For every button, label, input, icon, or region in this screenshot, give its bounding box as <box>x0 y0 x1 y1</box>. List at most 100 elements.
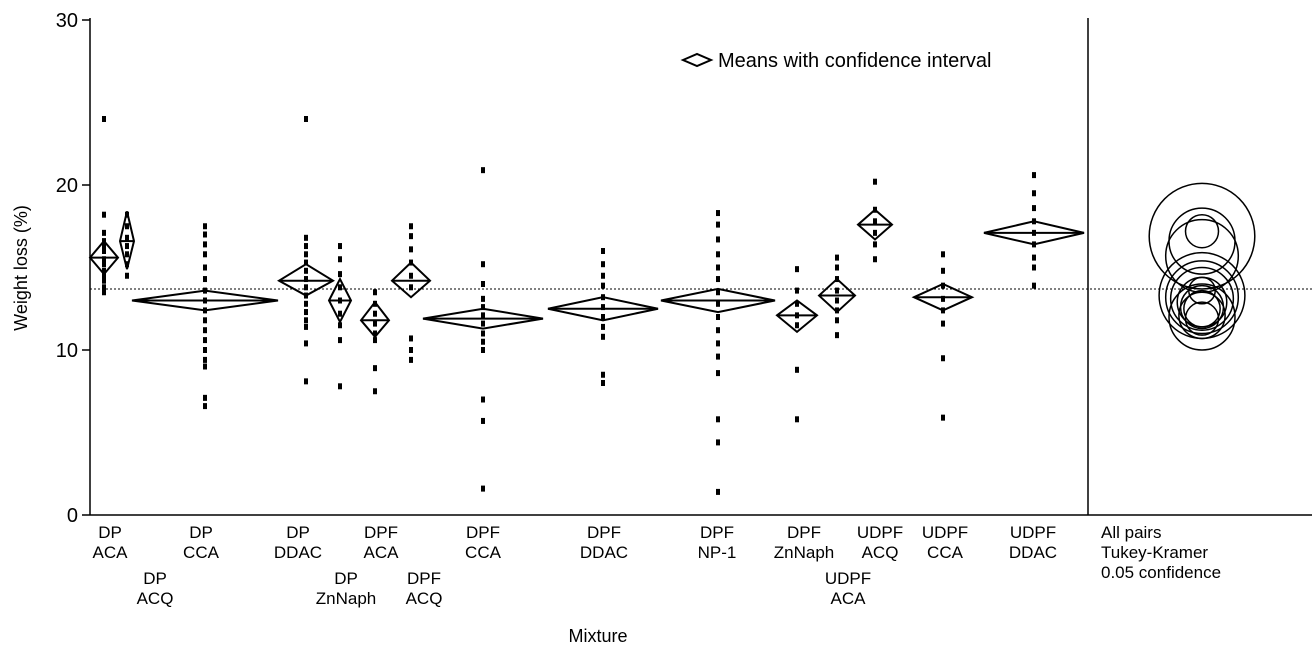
data-point <box>716 251 720 258</box>
group-dp-cca <box>131 223 279 410</box>
x-tick-label: DPF <box>407 569 441 588</box>
data-point <box>835 332 839 339</box>
data-point <box>716 221 720 228</box>
data-point <box>601 282 605 289</box>
data-point <box>481 312 485 319</box>
y-tick-label: 20 <box>56 175 78 197</box>
data-point <box>409 284 413 291</box>
y-tick-label: 30 <box>56 10 78 32</box>
x-tick-label: DPF <box>466 523 500 542</box>
group-dpf-np-1 <box>660 210 776 495</box>
data-point <box>1032 190 1036 197</box>
data-point <box>601 323 605 330</box>
data-point <box>716 439 720 446</box>
x-tick-label: CCA <box>465 543 502 562</box>
data-point <box>409 356 413 363</box>
data-point <box>373 320 377 327</box>
data-point <box>338 310 342 317</box>
x-tick-label: UDPF <box>825 569 871 588</box>
comparison-circle <box>1164 260 1240 335</box>
data-point <box>125 272 129 279</box>
data-point <box>409 246 413 253</box>
data-point <box>1032 172 1036 179</box>
data-point <box>795 416 799 423</box>
data-point <box>373 337 377 344</box>
data-point <box>102 256 106 263</box>
x-tick-label: DPF <box>364 523 398 542</box>
data-point <box>304 340 308 347</box>
data-point <box>716 416 720 423</box>
data-point <box>373 330 377 337</box>
x-tick-label: ZnNaph <box>774 543 834 562</box>
x-axis-label: Mixture <box>568 626 627 646</box>
data-point <box>409 272 413 279</box>
y-tick-label: 0 <box>67 505 78 527</box>
x-tick-label: DDAC <box>580 543 628 562</box>
data-point <box>716 340 720 347</box>
x-tick-label: DDAC <box>1009 543 1057 562</box>
data-point <box>304 267 308 274</box>
group-udpf-acq <box>856 178 894 263</box>
data-point <box>481 396 485 403</box>
data-point <box>716 314 720 320</box>
data-point <box>125 251 129 258</box>
group-dpf-acq <box>390 223 432 363</box>
data-point <box>203 356 207 363</box>
x-tick-label: UDPF <box>1010 523 1056 542</box>
data-point <box>941 414 945 421</box>
data-point <box>409 335 413 342</box>
x-tick-label: ACA <box>93 543 129 562</box>
x-tick-label: DPF <box>787 523 821 542</box>
data-point <box>125 234 129 241</box>
x-tick-label: ACA <box>831 589 867 608</box>
data-point <box>338 243 342 250</box>
x-tick-label: DP <box>286 523 310 542</box>
data-point <box>203 394 207 401</box>
data-point <box>102 289 106 296</box>
data-point <box>102 267 106 274</box>
data-point <box>338 256 342 263</box>
data-point <box>716 236 720 243</box>
data-point <box>304 300 308 307</box>
data-point <box>601 248 605 254</box>
x-tick-label: DP <box>143 569 167 588</box>
data-point <box>304 323 308 330</box>
data-point <box>716 300 720 307</box>
comparison-circle <box>1148 182 1256 290</box>
data-point <box>102 211 106 218</box>
data-point <box>601 261 605 268</box>
data-point <box>835 297 839 304</box>
y-ticks: 0 10 20 30 <box>56 10 90 527</box>
data-point <box>941 320 945 327</box>
data-point <box>102 229 106 236</box>
comparison-caption-line: All pairs <box>1101 523 1161 542</box>
data-point <box>1032 282 1036 289</box>
data-point <box>102 248 106 254</box>
data-point <box>102 116 106 122</box>
data-point <box>203 363 207 370</box>
data-point <box>835 307 839 314</box>
comparison-circles <box>1148 182 1256 351</box>
group-dp-znnaph <box>327 243 353 390</box>
data-point <box>601 333 605 340</box>
data-point <box>481 347 485 353</box>
data-point <box>1032 205 1036 212</box>
x-tick-label: DP <box>189 523 213 542</box>
group-dpf-znnaph <box>775 266 819 423</box>
data-point <box>716 488 720 495</box>
x-tick-label: DP <box>98 523 122 542</box>
comparison-circle <box>1169 266 1235 331</box>
data-point <box>481 417 485 424</box>
data-point <box>716 327 720 334</box>
data-point <box>304 309 308 316</box>
data-point <box>203 276 207 283</box>
data-point <box>102 272 106 279</box>
data-point <box>873 256 877 263</box>
data-point <box>304 284 308 291</box>
group-dpf-cca <box>422 167 544 492</box>
data-point <box>941 267 945 274</box>
data-point <box>409 233 413 240</box>
data-point <box>203 403 207 410</box>
x-tick-label: ACQ <box>862 543 899 562</box>
